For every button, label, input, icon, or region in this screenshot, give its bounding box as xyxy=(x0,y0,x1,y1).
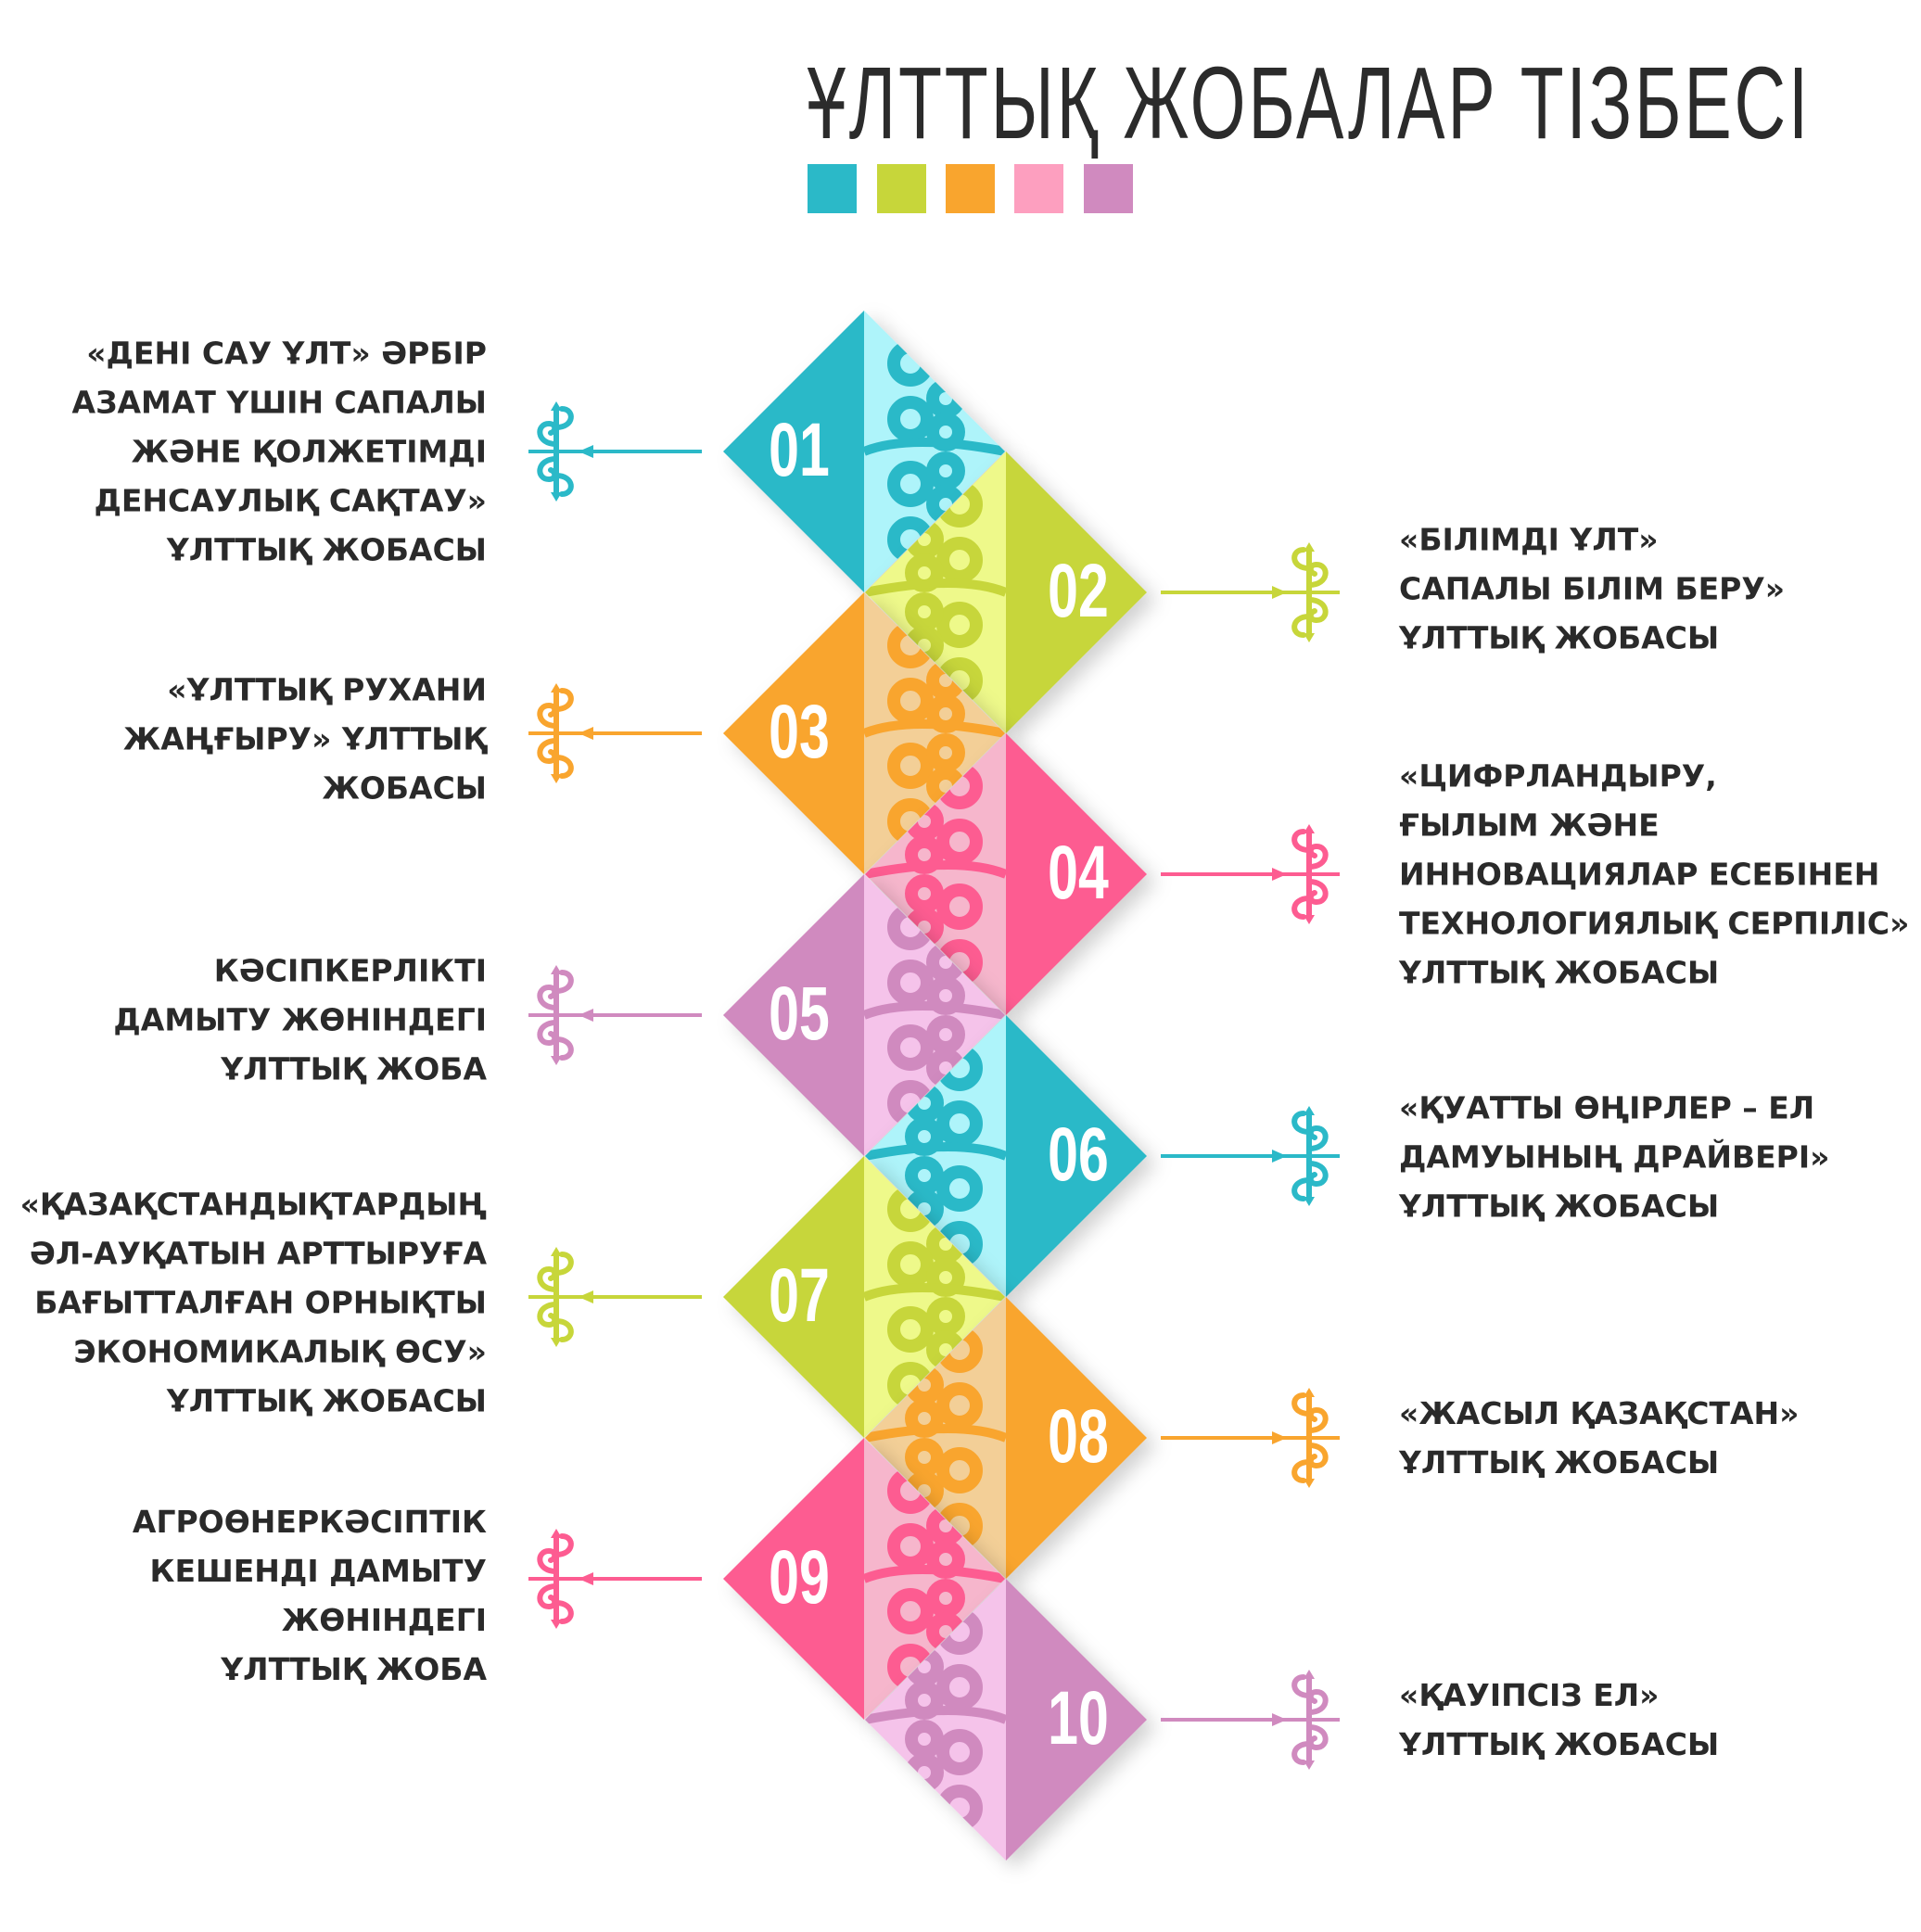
diamond-number: 07 xyxy=(769,1253,830,1339)
diamond-solid-half xyxy=(1006,451,1147,733)
color-swatch-lime xyxy=(877,164,926,213)
diamond-04 xyxy=(865,733,1147,1015)
diamond-solid-half xyxy=(1006,1015,1147,1297)
color-swatch-purple xyxy=(1084,164,1133,213)
diamond-05 xyxy=(723,874,1005,1156)
color-swatch-teal xyxy=(808,164,857,213)
diamond-number: 02 xyxy=(1048,549,1109,634)
diamond-number: 08 xyxy=(1048,1394,1109,1480)
diamond-solid-half xyxy=(723,1156,864,1438)
kazakh-ornament-icon xyxy=(537,965,593,1065)
diamond-number: 09 xyxy=(769,1535,830,1621)
project-label-01: «ДЕНІ САУ ҰЛТ» ӘРБІР АЗАМАТ ҮШІН САПАЛЫ … xyxy=(71,335,487,568)
diamond-solid-half xyxy=(723,592,864,874)
color-swatch-pink xyxy=(1014,164,1063,213)
color-swatch-orange xyxy=(946,164,995,213)
kazakh-ornament-icon xyxy=(1272,542,1329,642)
page-title: ҰЛТТЫҚ ЖОБАЛАР ТІЗБЕСІ xyxy=(807,46,1812,160)
diamond-number: 10 xyxy=(1048,1676,1109,1761)
project-label-04: «ЦИФРЛАНДЫРУ, ҒЫЛЫМ ЖӘНЕ ИННОВАЦИЯЛАР ЕС… xyxy=(1399,757,1910,991)
diamond-solid-half xyxy=(723,1438,864,1720)
kazakh-ornament-icon xyxy=(1272,1388,1329,1488)
ornament-pattern-icon xyxy=(864,904,1005,1126)
ornament-pattern-icon xyxy=(865,481,1006,704)
diamond-solid-half xyxy=(1006,733,1147,1015)
diamond-number: 05 xyxy=(769,972,830,1057)
kazakh-ornament-icon xyxy=(1272,824,1329,924)
project-label-07: «ҚАЗАҚСТАНДЫҚТАРДЫҢ ӘЛ-АУҚАТЫН АРТТЫРУҒА… xyxy=(19,1186,487,1419)
diamond-solid-half xyxy=(1006,1579,1147,1861)
project-label-09: АГРОӨНЕРКӘСІПТІК КЕШЕНДІ ДАМЫТУ ЖӨНІНДЕГ… xyxy=(132,1504,487,1687)
project-label-06: «ҚУАТТЫ ӨҢІРЛЕР – ЕЛ ДАМУЫНЫҢ ДРАЙВЕРІ» … xyxy=(1399,1089,1830,1225)
diamond-08 xyxy=(865,1297,1147,1579)
kazakh-ornament-icon xyxy=(1272,1670,1329,1770)
diamond-09 xyxy=(723,1438,1005,1720)
kazakh-ornament-icon xyxy=(537,401,593,502)
diamond-solid-half xyxy=(723,311,864,592)
diamond-02 xyxy=(865,451,1147,733)
project-label-02: «БІЛІМДІ ҰЛТ» САПАЛЫ БІЛІМ БЕРУ» ҰЛТТЫҚ … xyxy=(1399,521,1786,656)
diamond-number: 01 xyxy=(769,408,830,493)
diamond-solid-half xyxy=(1006,1297,1147,1579)
diamond-number: 06 xyxy=(1048,1112,1109,1198)
kazakh-ornament-icon xyxy=(1272,1106,1329,1206)
kazakh-ornament-icon xyxy=(537,1529,593,1629)
diamond-03 xyxy=(723,592,1005,874)
diamond-solid-half xyxy=(723,874,864,1156)
project-label-10: «ҚАУІПСІЗ ЕЛ» ҰЛТТЫҚ ЖОБАСЫ xyxy=(1399,1677,1720,1762)
diamond-number: 04 xyxy=(1048,831,1109,916)
project-label-05: КӘСІПКЕРЛІКТІ ДАМЫТУ ЖӨНІНДЕГІ ҰЛТТЫҚ ЖО… xyxy=(113,952,487,1087)
ornament-pattern-icon xyxy=(864,1468,1005,1690)
project-label-08: «ЖАСЫЛ ҚАЗАҚСТАН» ҰЛТТЫҚ ЖОБАСЫ xyxy=(1399,1395,1800,1481)
kazakh-ornament-icon xyxy=(537,1247,593,1347)
kazakh-ornament-icon xyxy=(537,683,593,783)
project-label-03: «ҰЛТТЫҚ РУХАНИ ЖАҢҒЫРУ» ҰЛТТЫҚ ЖОБАСЫ xyxy=(122,671,487,807)
diamond-number: 03 xyxy=(769,690,830,775)
